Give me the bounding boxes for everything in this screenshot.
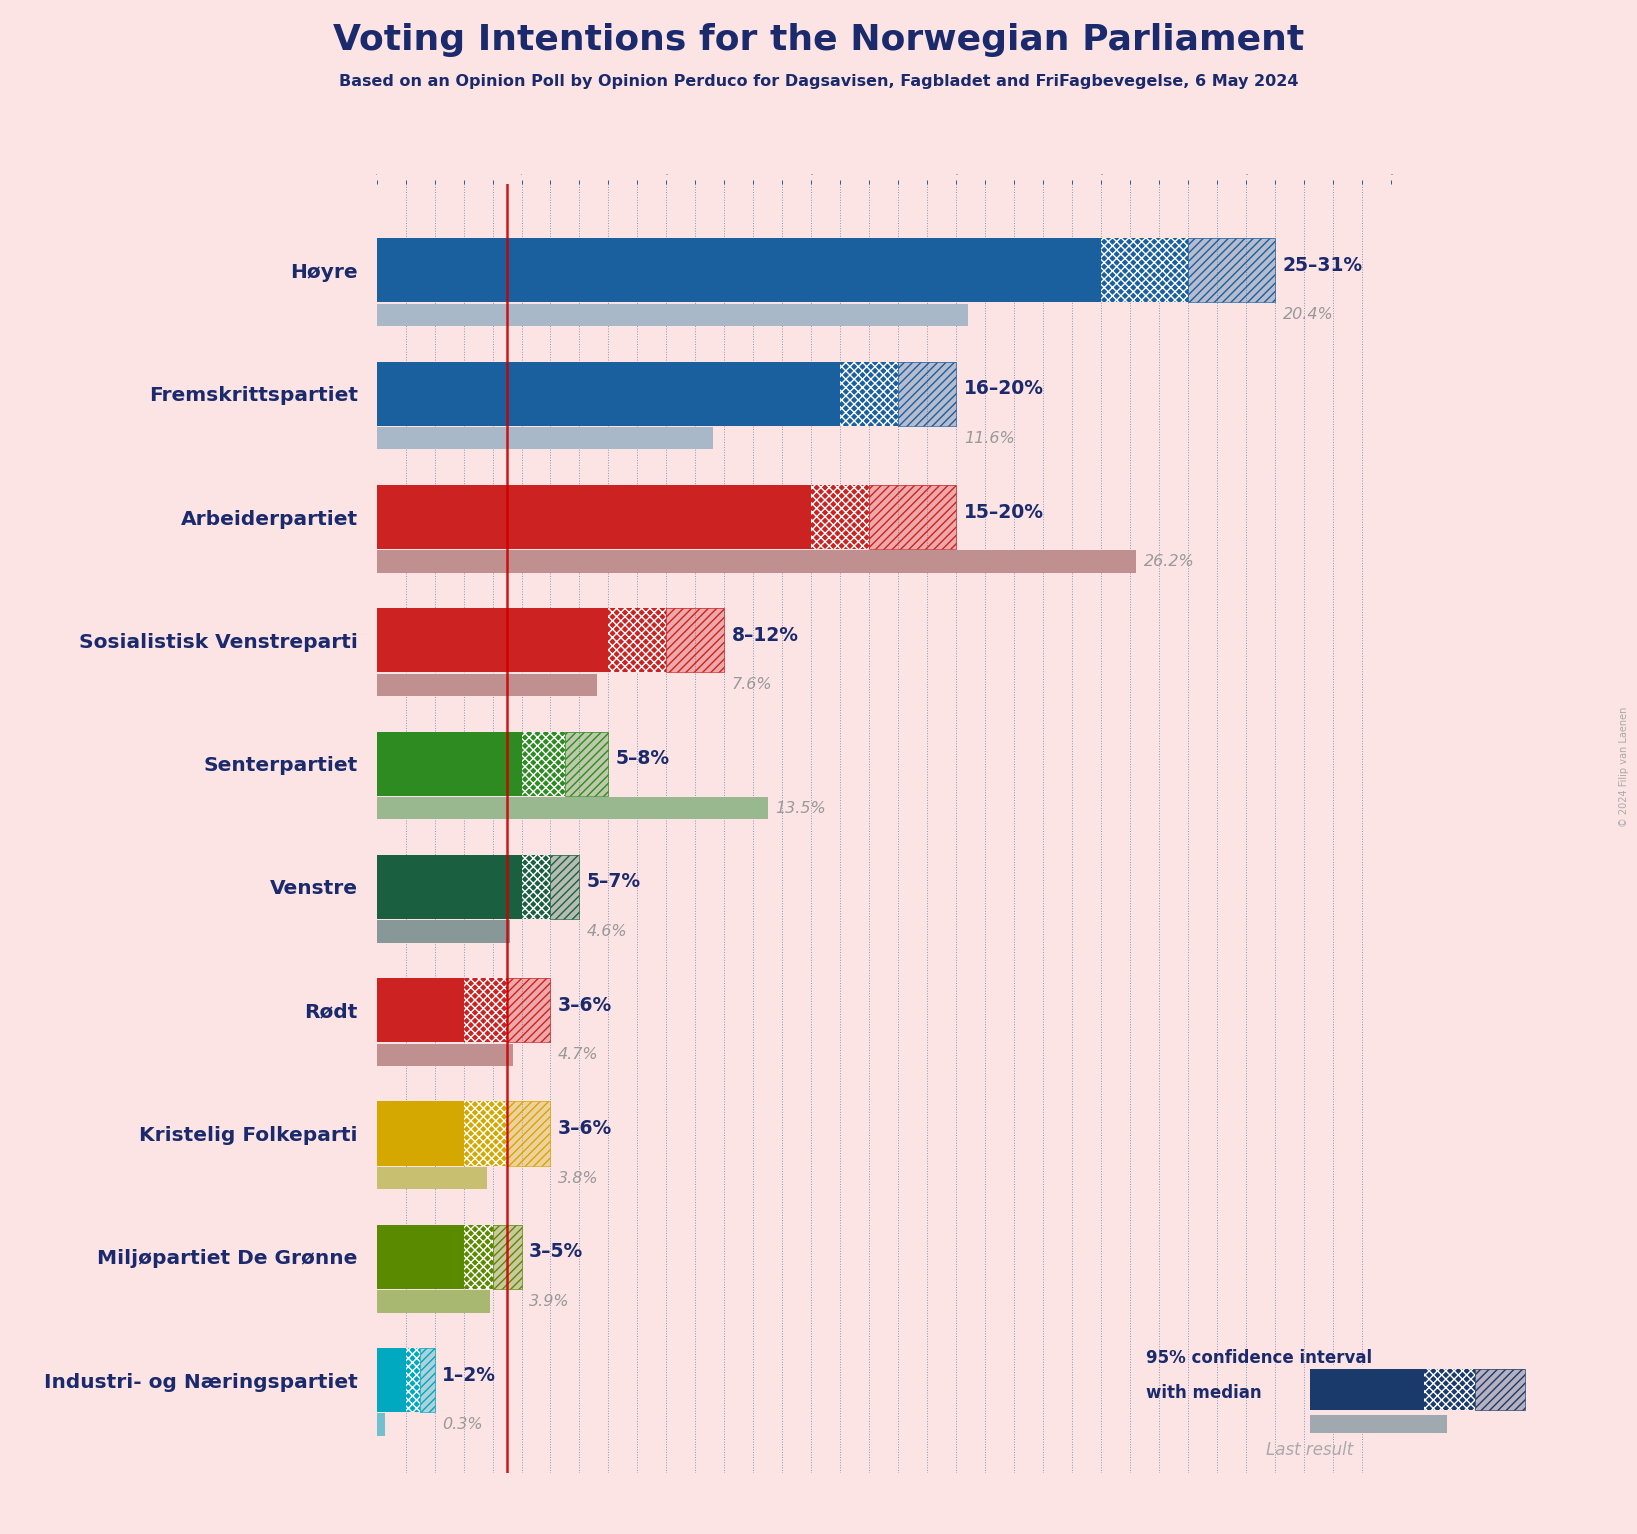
Text: Based on an Opinion Poll by Opinion Perduco for Dagsavisen, Fagbladet and FriFag: Based on an Opinion Poll by Opinion Perd… bbox=[339, 74, 1298, 89]
Bar bbox=[522, 732, 565, 796]
Text: 5–7%: 5–7% bbox=[586, 873, 640, 891]
Bar bbox=[507, 1101, 550, 1166]
Bar bbox=[377, 979, 463, 1042]
Bar bbox=[377, 551, 1136, 572]
Text: 11.6%: 11.6% bbox=[964, 431, 1015, 446]
Text: 25–31%: 25–31% bbox=[1283, 256, 1364, 275]
Bar bbox=[507, 1101, 550, 1166]
Bar bbox=[507, 1101, 550, 1166]
Bar bbox=[666, 609, 725, 672]
Text: 26.2%: 26.2% bbox=[1144, 554, 1195, 569]
Bar bbox=[377, 1224, 463, 1289]
Text: 3–5%: 3–5% bbox=[529, 1243, 583, 1261]
Bar bbox=[1188, 238, 1275, 302]
Bar bbox=[550, 854, 579, 919]
Bar bbox=[609, 609, 666, 672]
Text: with median: with median bbox=[1146, 1384, 1262, 1402]
Bar bbox=[550, 854, 579, 919]
Bar bbox=[463, 979, 507, 1042]
Bar bbox=[899, 362, 956, 426]
Bar bbox=[377, 854, 522, 919]
Text: 0.3%: 0.3% bbox=[442, 1417, 483, 1433]
Bar bbox=[463, 1101, 507, 1166]
Bar bbox=[421, 1348, 434, 1413]
Text: 3–6%: 3–6% bbox=[558, 1120, 612, 1138]
Bar bbox=[507, 979, 550, 1042]
Bar bbox=[377, 798, 768, 819]
Bar bbox=[1188, 238, 1275, 302]
Bar bbox=[1188, 238, 1275, 302]
Text: 13.5%: 13.5% bbox=[776, 801, 827, 816]
Bar bbox=[1102, 238, 1188, 302]
Bar bbox=[507, 979, 550, 1042]
Bar bbox=[493, 1224, 522, 1289]
Bar bbox=[1475, 1368, 1526, 1410]
Text: 4.6%: 4.6% bbox=[586, 923, 627, 939]
Text: 3.9%: 3.9% bbox=[529, 1293, 570, 1309]
Text: 7.6%: 7.6% bbox=[732, 678, 773, 692]
Bar bbox=[507, 979, 550, 1042]
Text: 8–12%: 8–12% bbox=[732, 626, 799, 644]
Bar bbox=[377, 304, 967, 327]
Text: 5–8%: 5–8% bbox=[616, 749, 670, 769]
Bar bbox=[565, 732, 609, 796]
Bar bbox=[565, 732, 609, 796]
Text: 16–20%: 16–20% bbox=[964, 379, 1044, 399]
Bar bbox=[550, 854, 579, 919]
Bar bbox=[377, 485, 812, 549]
Bar bbox=[869, 485, 956, 549]
Bar bbox=[377, 1348, 406, 1413]
Bar bbox=[377, 732, 522, 796]
Bar bbox=[522, 854, 550, 919]
Bar bbox=[377, 1413, 385, 1436]
Bar bbox=[869, 485, 956, 549]
Text: Voting Intentions for the Norwegian Parliament: Voting Intentions for the Norwegian Parl… bbox=[332, 23, 1305, 57]
Bar bbox=[840, 362, 899, 426]
Bar bbox=[493, 1224, 522, 1289]
Bar bbox=[377, 673, 598, 696]
Bar bbox=[377, 1290, 489, 1313]
Text: 15–20%: 15–20% bbox=[964, 503, 1044, 522]
Bar bbox=[565, 732, 609, 796]
Bar bbox=[493, 1224, 522, 1289]
Bar bbox=[377, 238, 1102, 302]
Bar bbox=[377, 1167, 486, 1189]
Text: 95% confidence interval: 95% confidence interval bbox=[1146, 1348, 1372, 1367]
Bar bbox=[421, 1348, 434, 1413]
Bar bbox=[1310, 1368, 1424, 1410]
Bar bbox=[899, 362, 956, 426]
Text: 20.4%: 20.4% bbox=[1283, 307, 1334, 322]
Bar bbox=[666, 609, 725, 672]
Bar bbox=[666, 609, 725, 672]
Bar bbox=[406, 1348, 421, 1413]
Bar bbox=[377, 920, 509, 943]
Bar bbox=[421, 1348, 434, 1413]
Bar bbox=[1475, 1368, 1526, 1410]
Bar bbox=[377, 609, 609, 672]
Text: 3–6%: 3–6% bbox=[558, 996, 612, 1016]
Bar bbox=[377, 1101, 463, 1166]
Text: 4.7%: 4.7% bbox=[558, 1048, 599, 1062]
Bar bbox=[1310, 1416, 1447, 1433]
Text: 1–2%: 1–2% bbox=[442, 1365, 496, 1385]
Bar bbox=[899, 362, 956, 426]
Bar bbox=[1424, 1368, 1475, 1410]
Bar bbox=[377, 426, 712, 449]
Bar bbox=[377, 1043, 512, 1066]
Text: © 2024 Filip van Laenen: © 2024 Filip van Laenen bbox=[1619, 707, 1629, 827]
Bar bbox=[463, 1224, 493, 1289]
Bar bbox=[869, 485, 956, 549]
Text: Last result: Last result bbox=[1265, 1440, 1354, 1459]
Bar bbox=[377, 362, 840, 426]
Bar bbox=[812, 485, 869, 549]
Text: 3.8%: 3.8% bbox=[558, 1170, 599, 1186]
